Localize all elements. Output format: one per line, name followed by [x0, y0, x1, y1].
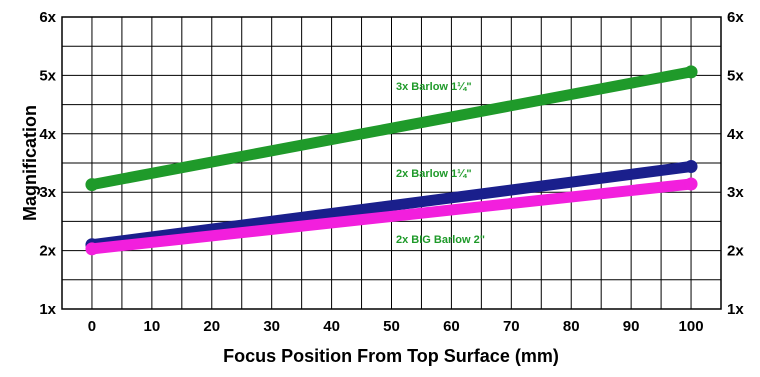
y-tick-label-right: 2x — [727, 243, 744, 260]
series-layer — [85, 65, 698, 256]
x-tick-label: 80 — [563, 318, 580, 335]
series-annotation-1: 3x Barlow 1¼" — [396, 81, 472, 93]
x-tick-label: 0 — [88, 318, 96, 335]
series-line-2 — [86, 161, 697, 251]
series-annotation-3: 2x BIG Barlow 2" — [396, 234, 485, 246]
x-tick-label: 30 — [263, 318, 280, 335]
x-tick-label: 50 — [383, 318, 400, 335]
y-tick-label-left: 4x — [39, 126, 56, 143]
y-tick-label-right: 1x — [727, 301, 744, 318]
x-tick-label: 90 — [623, 318, 640, 335]
y-tick-label-right: 6x — [727, 9, 744, 26]
x-tick-label: 60 — [443, 318, 460, 335]
y-tick-label-left: 3x — [39, 184, 56, 201]
series-2-point — [684, 160, 698, 174]
y-axis-title: Magnification — [20, 105, 40, 221]
y-tick-label-left: 5x — [39, 67, 56, 84]
series-3-point — [85, 242, 99, 256]
series-1-point — [85, 178, 99, 192]
y-tick-label-left: 6x — [39, 9, 56, 26]
series-annotation-2: 2x Barlow 1¼" — [396, 168, 472, 180]
series-line-3 — [86, 178, 697, 255]
y-tick-label-left: 1x — [39, 301, 56, 318]
y-tick-label-right: 4x — [727, 126, 744, 143]
y-tick-label-left: 2x — [39, 243, 56, 260]
y-tick-label-right: 3x — [727, 184, 744, 201]
x-tick-label: 40 — [323, 318, 340, 335]
x-tick-label: 20 — [203, 318, 220, 335]
series-3-point — [684, 177, 698, 191]
x-axis-title: Focus Position From Top Surface (mm) — [223, 346, 559, 366]
x-tick-label: 100 — [679, 318, 704, 335]
annotations: 3x Barlow 1¼" 2x Barlow 1¼" 2x BIG Barlow … — [396, 81, 485, 246]
series-line-1 — [86, 66, 697, 191]
axes: 0 10 20 30 40 50 60 70 80 90 100 1x 1x 2x 2x 3x 3x 4x 4x 5x… — [39, 9, 744, 335]
x-tick-label: 10 — [144, 318, 161, 335]
series-1-point — [684, 65, 698, 79]
y-tick-label-right: 5x — [727, 67, 744, 84]
x-tick-label: 70 — [503, 318, 520, 335]
